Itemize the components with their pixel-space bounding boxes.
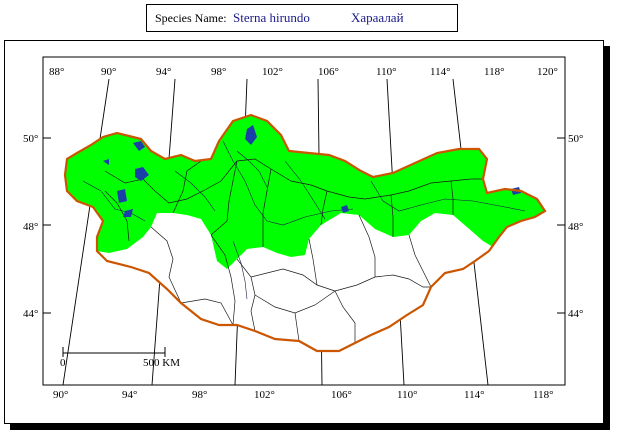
lat-label-left: 48°: [23, 221, 38, 233]
species-range: [65, 115, 545, 269]
lakes: [103, 125, 521, 217]
region-borders: [104, 158, 483, 343]
lon-label-bottom: 102°: [254, 389, 275, 401]
lon-label-bottom: 90°: [53, 389, 68, 401]
lat-labels-left: 50° 48° 44°: [23, 133, 38, 320]
lon-label-bottom: 98°: [192, 389, 207, 401]
lon-label-top: 110°: [376, 66, 397, 78]
map-canvas: 88° 90° 94° 98° 102° 106° 110° 114° 118°…: [23, 56, 583, 401]
lat-label-right: 48°: [568, 221, 583, 233]
species-header: Species Name: Sterna hirundo Хараалай: [146, 4, 458, 32]
lat-label-left: 44°: [23, 308, 38, 320]
lon-label-bottom: 114°: [464, 389, 485, 401]
scale-bar: 0 500 KM: [60, 347, 180, 369]
lon-label-top: 118°: [484, 66, 505, 78]
lon-label-top: 98°: [211, 66, 226, 78]
lon-label-top: 90°: [101, 66, 116, 78]
scientific-name: Sterna hirundo: [233, 10, 310, 25]
lat-ticks: [43, 137, 565, 314]
species-label: Species Name:: [155, 11, 227, 25]
lon-label-bottom: 94°: [122, 389, 137, 401]
lon-label-top: 88°: [49, 66, 64, 78]
lake-khovsgol: [245, 125, 257, 145]
lake: [341, 205, 349, 213]
lake: [103, 159, 109, 165]
bottom-lon-labels: 90° 94° 98° 102° 106° 110° 114° 118°: [53, 389, 554, 401]
lon-label-top: 114°: [430, 66, 451, 78]
local-name: Хараалай: [351, 10, 404, 25]
scale-end: 500 KM: [143, 357, 180, 369]
national-border: [63, 113, 547, 353]
lake: [117, 189, 127, 203]
top-lon-labels: 88° 90° 94° 98° 102° 106° 110° 114° 118°…: [49, 66, 558, 78]
lon-label-top: 106°: [318, 66, 339, 78]
lat-label-right: 50°: [568, 133, 583, 145]
lake: [133, 141, 145, 151]
scale-start: 0: [60, 357, 66, 369]
lake: [123, 209, 133, 217]
lat-label-right: 44°: [568, 308, 583, 320]
lat-label-left: 50°: [23, 133, 38, 145]
lake: [135, 167, 149, 181]
lon-label-bottom: 106°: [331, 389, 352, 401]
lon-label-top: 120°: [537, 66, 558, 78]
lon-label-top: 94°: [156, 66, 171, 78]
lon-label-bottom: 118°: [533, 389, 554, 401]
rivers: [82, 140, 526, 300]
map-frame: 88° 90° 94° 98° 102° 106° 110° 114° 118°…: [4, 40, 604, 424]
lon-label-bottom: 110°: [397, 389, 418, 401]
lat-labels-right: 50° 48° 44°: [568, 133, 583, 320]
lon-label-top: 102°: [262, 66, 283, 78]
